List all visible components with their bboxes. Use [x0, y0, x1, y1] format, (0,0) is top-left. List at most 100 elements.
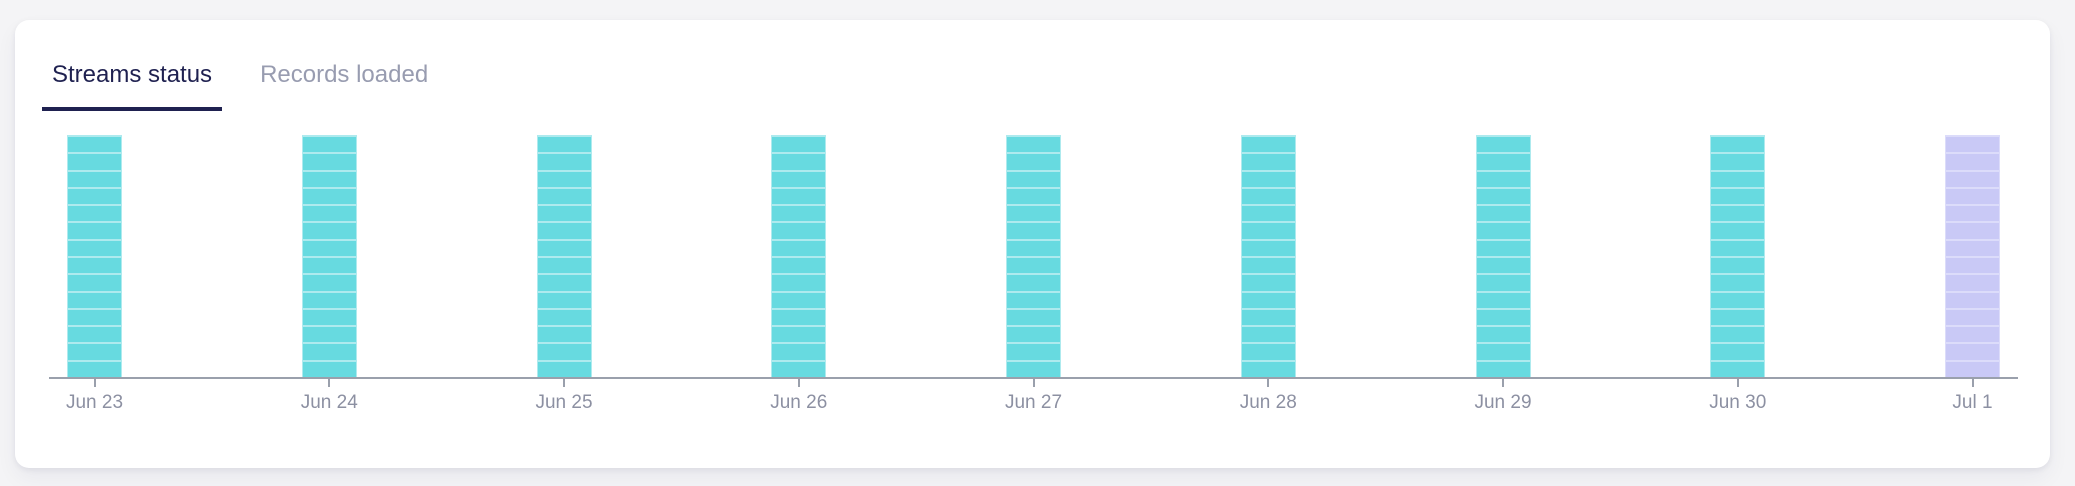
bar-segment [1476, 275, 1530, 291]
bar-segment [302, 275, 356, 291]
bar-segment [68, 240, 121, 256]
bar-segment [1711, 188, 1765, 205]
bar-segment [537, 188, 591, 205]
bars-area [49, 135, 2018, 377]
bar-jun-25[interactable] [536, 135, 592, 377]
bar-segment [302, 361, 356, 377]
bar-segment [1946, 257, 1999, 274]
axis-tick [1032, 379, 1035, 387]
bar-segment [68, 257, 121, 274]
bar-segment [68, 327, 121, 343]
bar-jun-30[interactable] [1710, 135, 1766, 377]
x-axis-label-slot: Jun 29 [1474, 379, 1532, 414]
bar-segment [1007, 257, 1060, 274]
bar-segment [772, 309, 826, 326]
tab-records-loaded[interactable]: Records loaded [260, 61, 429, 88]
bar-jul-1[interactable] [1945, 135, 2000, 377]
bar-segment [1241, 292, 1295, 308]
bar-segment [1946, 344, 1999, 360]
bar-segment [772, 275, 826, 291]
x-axis-label-slot: Jul 1 [1945, 379, 2000, 414]
bar-segment [1711, 344, 1765, 360]
x-axis-label-slot: Jun 25 [535, 379, 593, 414]
streams-status-card: Streams status Records loaded Jun 23 Jun … [15, 20, 2050, 468]
bar-segment [1946, 171, 1999, 187]
bar-segment [1476, 361, 1530, 377]
bar-jun-24[interactable] [301, 135, 357, 377]
bar-segment [1711, 275, 1765, 291]
bar-segment [1007, 240, 1060, 256]
x-axis-label-slot: Jun 28 [1240, 379, 1297, 414]
bar-segment [1946, 309, 1999, 326]
x-axis-label: Jun 26 [770, 392, 828, 413]
bar-segment [537, 206, 591, 222]
bar-jun-26[interactable] [771, 135, 827, 377]
bar-segment [1007, 188, 1060, 205]
bar-segment [68, 223, 121, 239]
bar-segment [1476, 309, 1530, 326]
bar-segment [537, 309, 591, 326]
x-axis-label: Jun 30 [1709, 392, 1767, 413]
bar-segment [1946, 223, 1999, 239]
bar-segment [68, 137, 121, 153]
bar-segment [1007, 292, 1060, 308]
bar-segment [772, 188, 826, 205]
axis-tick [328, 379, 331, 387]
bar-segment [1476, 327, 1530, 343]
bar-segment [1007, 171, 1060, 187]
bar-jun-23[interactable] [67, 135, 122, 377]
bar-segment [302, 154, 356, 170]
bar-segment [1711, 137, 1765, 153]
bar-segment [1946, 206, 1999, 222]
bar-segment [1476, 154, 1530, 170]
bar-segment [1241, 327, 1295, 343]
bar-segment [537, 327, 591, 343]
bar-segment [1241, 188, 1295, 205]
bar-segment [537, 275, 591, 291]
bar-segment [772, 240, 826, 256]
bar-segment [1711, 240, 1765, 256]
axis-tick [1971, 379, 1974, 387]
bar-segment [772, 361, 826, 377]
bar-segment [68, 292, 121, 308]
bar-segment [1241, 240, 1295, 256]
bar-segment [302, 344, 356, 360]
x-axis-label-slot: Jun 24 [301, 379, 358, 414]
bar-segment [1711, 171, 1765, 187]
x-axis-label: Jun 25 [535, 392, 593, 413]
bar-segment [772, 223, 826, 239]
x-axis-label-slot: Jun 27 [1005, 379, 1062, 414]
x-axis-label: Jul 1 [1952, 392, 1993, 413]
bar-segment [68, 275, 121, 291]
bar-segment [1007, 275, 1060, 291]
x-axis-label-slot: Jun 23 [66, 379, 123, 414]
bar-segment [537, 361, 591, 377]
axis-tick [1502, 379, 1504, 387]
bar-segment [302, 188, 356, 205]
bar-segment [1007, 223, 1060, 239]
bar-segment [1476, 188, 1530, 205]
bar-segment [1946, 327, 1999, 343]
bar-jun-29[interactable] [1475, 135, 1531, 377]
axis-tick [797, 379, 800, 387]
bar-segment [1476, 223, 1530, 239]
bar-segment [537, 223, 591, 239]
bar-segment [537, 171, 591, 187]
bar-jun-28[interactable] [1240, 135, 1296, 377]
bar-segment [68, 171, 121, 187]
bar-segment [68, 188, 121, 205]
bar-segment [1241, 223, 1295, 239]
bar-segment [1946, 188, 1999, 205]
bar-segment [302, 309, 356, 326]
x-axis-line [49, 377, 2018, 379]
bar-segment [1711, 154, 1765, 170]
bar-jun-27[interactable] [1006, 135, 1061, 377]
axis-tick [93, 379, 96, 387]
bar-segment [772, 344, 826, 360]
bar-segment [1007, 344, 1060, 360]
bar-segment [1241, 257, 1295, 274]
bar-segment [1241, 171, 1295, 187]
axis-tick [1736, 379, 1739, 387]
tab-streams-status[interactable]: Streams status [42, 60, 223, 111]
bar-segment [1476, 171, 1530, 187]
